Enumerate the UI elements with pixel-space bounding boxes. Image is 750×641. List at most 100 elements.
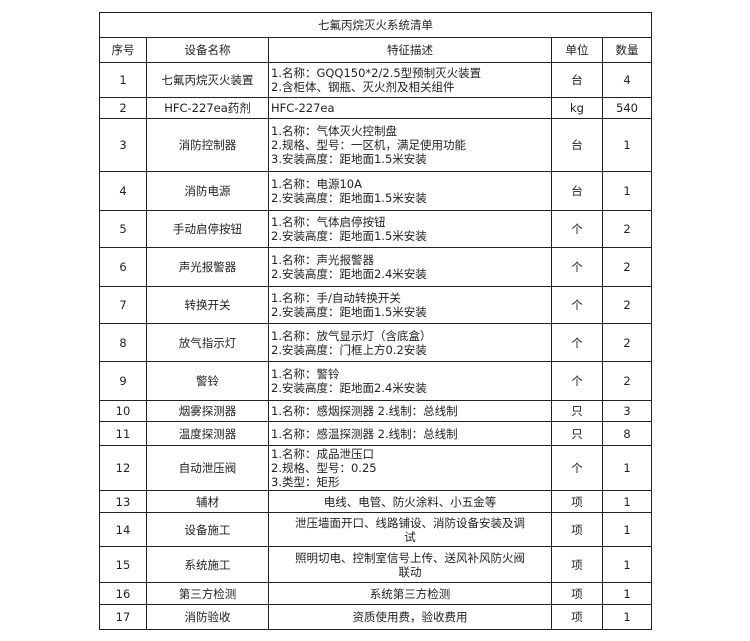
device-name: 系统施工 — [146, 546, 269, 583]
row-number: 5 — [99, 210, 147, 248]
device-name: 辅材 — [146, 490, 269, 513]
quantity: 2 — [601, 210, 653, 248]
quantity: 1 — [601, 582, 653, 605]
description: 1.名称：感温探测器 2.线制：总线制 — [268, 421, 552, 446]
header-qty: 数量 — [601, 37, 653, 63]
row-number: 9 — [99, 361, 147, 401]
description-line: 2.安装高度：门框上方0.2安装 — [271, 342, 427, 357]
description: 1.名称：手/自动转换开关 2.安装高度：距地面1.5米安装 — [268, 286, 552, 324]
quantity: 4 — [601, 62, 653, 98]
quantity: 1 — [601, 445, 653, 491]
unit: 个 — [551, 247, 603, 287]
device-name: 消防电源 — [146, 171, 269, 211]
description-line: 联动 — [398, 564, 422, 579]
unit: 项 — [551, 490, 603, 513]
row-number: 8 — [99, 323, 147, 362]
unit: 项 — [551, 582, 603, 605]
unit: 只 — [551, 400, 603, 422]
quantity: 8 — [601, 421, 653, 446]
description-line: 2.含柜体、钢瓶、灭火剂及相关组件 — [271, 80, 455, 94]
quantity: 2 — [601, 323, 653, 362]
description: 1.名称：GQQ150*2/2.5型预制灭火装置 2.含柜体、钢瓶、灭火剂及相关组… — [268, 62, 552, 98]
device-name: 放气指示灯 — [146, 323, 269, 362]
table-title: 七氟丙烷灭火系统清单 — [98, 12, 653, 38]
description-line: 3.类型：矩形 — [271, 475, 340, 489]
table-row: 8 放气指示灯 1.名称：放气显示灯（含底盒） 2.安装高度：门框上方0.2安装 个 2 — [99, 323, 653, 362]
unit: 项 — [551, 546, 603, 583]
description: 电线、电管、防火涂料、小五金等 — [268, 490, 552, 513]
description-line: 2.安装高度：距地面1.5米安装 — [271, 305, 427, 319]
description-line: 2.安装高度：距地面2.4米安装 — [271, 381, 427, 395]
description-line: 3.安装高度：距地面1.5米安装 — [271, 152, 427, 166]
row-number: 2 — [99, 97, 147, 119]
description-line: 1.名称：手/自动转换开关 — [271, 291, 401, 305]
unit: 台 — [551, 118, 603, 172]
header-no: 序号 — [99, 37, 147, 63]
description-line: 试 — [404, 529, 416, 544]
description: 1.名称：气体启停按钮 2.安装高度：距地面1.5米安装 — [268, 210, 552, 248]
unit: 个 — [551, 361, 603, 401]
unit: 个 — [551, 323, 603, 362]
device-name: 消防验收 — [146, 604, 269, 630]
device-name: 消防控制器 — [146, 118, 269, 172]
table-row: 12 自动泄压阀 1.名称：成品泄压口 2.规格、型号：0.25 3.类型：矩形个 1 — [99, 445, 653, 491]
table-row: 3 消防控制器 1.名称：气体灭火控制盘 2.规格、型号：一区机，满足使用功能 3.安装… — [99, 118, 653, 172]
row-number: 15 — [99, 546, 147, 583]
unit: 项 — [551, 604, 603, 630]
quantity: 1 — [601, 171, 653, 211]
description-line: 泄压墙面开口、线路铺设、消防设备安装及调 — [295, 515, 525, 530]
table-row: 13 辅材 电线、电管、防火涂料、小五金等 项 1 — [99, 490, 653, 513]
description-line: 照明切电、控制室信号上传、送风补风防火阀 — [295, 550, 525, 565]
description: 1.名称：气体灭火控制盘 2.规格、型号：一区机，满足使用功能 3.安装高度：距地面… — [268, 118, 552, 172]
unit: 台 — [551, 171, 603, 211]
description-line: 1.名称：GQQ150*2/2.5型预制灭火装置 — [271, 66, 482, 80]
row-number: 1 — [99, 62, 147, 98]
device-name: 七氟丙烷灭火装置 — [146, 62, 269, 98]
device-name: 烟雾探测器 — [146, 400, 269, 422]
description-line: 1.名称：放气显示灯（含底盒） — [271, 328, 432, 343]
unit: 台 — [551, 62, 603, 98]
equipment-list-table: 七氟丙烷灭火系统清单 序号 设备名称 特征描述 单位 数量 1 七氟丙烷灭火装置 1… — [98, 12, 653, 630]
quantity: 2 — [601, 247, 653, 287]
description-line: 2.安装高度：距地面1.5米安装 — [271, 229, 427, 243]
description-line: 1.名称：感温探测器 2.线制：总线制 — [271, 426, 458, 441]
device-name: 转换开关 — [146, 286, 269, 324]
header-name: 设备名称 — [146, 37, 269, 63]
quantity: 1 — [601, 512, 653, 547]
device-name: 手动启停按钮 — [146, 210, 269, 248]
quantity: 1 — [601, 490, 653, 513]
quantity: 540 — [601, 97, 653, 119]
description-line: 2.安装高度：距地面1.5米安装 — [271, 191, 427, 205]
row-number: 10 — [99, 400, 147, 422]
description-line: 2.规格、型号：0.25 — [271, 461, 377, 475]
description-line: 资质使用费，验收费用 — [352, 610, 468, 624]
unit: 个 — [551, 286, 603, 324]
description-line: 1.名称：警铃 — [271, 367, 340, 381]
table-row: 4 消防电源 1.名称：电源10A 2.安装高度：距地面1.5米安装台 1 — [99, 171, 653, 211]
description-line: HFC-227ea — [271, 101, 335, 115]
header-unit: 单位 — [551, 37, 603, 63]
description: 资质使用费，验收费用 — [268, 604, 552, 630]
description: 1.名称：警铃 2.安装高度：距地面2.4米安装 — [268, 361, 552, 401]
unit: 项 — [551, 512, 603, 547]
table-row: 6 声光报警器 1.名称：声光报警器 2.安装高度：距地面2.4米安装个 2 — [99, 247, 653, 287]
description: 1.名称：感烟探测器 2.线制：总线制 — [268, 400, 552, 422]
device-name: HFC-227ea药剂 — [146, 97, 269, 119]
table-row: 10 烟雾探测器 1.名称：感烟探测器 2.线制：总线制 只 3 — [99, 400, 653, 422]
quantity: 1 — [601, 118, 653, 172]
row-number: 7 — [99, 286, 147, 324]
unit: 个 — [551, 445, 603, 491]
unit: 个 — [551, 210, 603, 248]
description: 1.名称：电源10A 2.安装高度：距地面1.5米安装 — [268, 171, 552, 211]
description-line: 2.安装高度：距地面2.4米安装 — [271, 267, 427, 281]
description-line: 1.名称：气体灭火控制盘 — [271, 124, 397, 138]
row-number: 12 — [99, 445, 147, 491]
description-line: 系统第三方检测 — [369, 586, 451, 601]
table-row: 7 转换开关 1.名称：手/自动转换开关 2.安装高度：距地面1.5米安装个 2 — [99, 286, 653, 324]
row-number: 13 — [99, 490, 147, 513]
quantity: 2 — [601, 361, 653, 401]
description: HFC-227ea — [268, 97, 552, 119]
row-number: 16 — [99, 582, 147, 605]
description-line: 1.名称：声光报警器 — [271, 253, 374, 267]
quantity: 1 — [601, 546, 653, 583]
